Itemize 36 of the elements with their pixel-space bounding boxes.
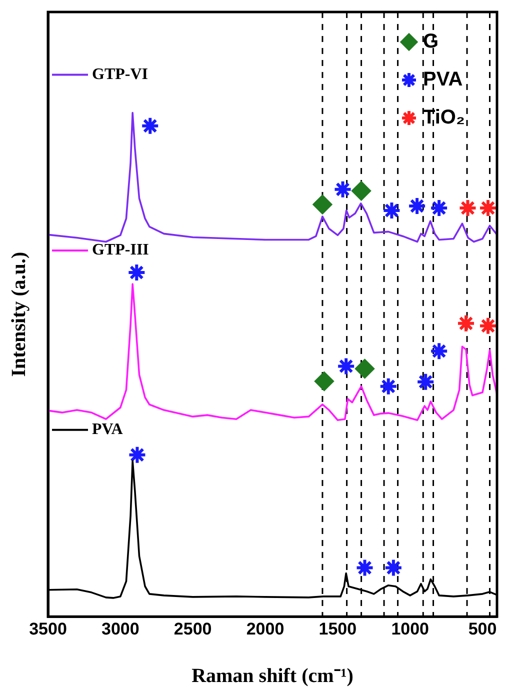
point xyxy=(416,372,436,392)
x-tick-label: 2000 xyxy=(246,619,284,638)
point xyxy=(333,180,352,199)
x-tick-label: 2500 xyxy=(174,619,212,638)
point xyxy=(478,316,497,336)
x-tick-label: 1000 xyxy=(391,619,430,638)
point xyxy=(430,198,449,218)
point xyxy=(128,445,147,464)
legend-label: TiO₂ xyxy=(423,106,465,129)
point xyxy=(382,201,402,220)
x-axis-title: Raman shift (cm⁻¹) xyxy=(192,665,354,688)
point xyxy=(355,558,374,578)
point xyxy=(408,196,427,216)
point xyxy=(430,342,449,361)
point xyxy=(336,356,356,376)
point xyxy=(314,372,334,391)
point xyxy=(458,198,478,218)
point xyxy=(355,359,374,378)
legend-label: PVA xyxy=(423,68,463,91)
point xyxy=(378,376,398,396)
point xyxy=(312,194,332,214)
point xyxy=(127,262,146,282)
legend-label: GTP-VI xyxy=(92,66,148,83)
x-tick-label: 500 xyxy=(468,619,497,638)
legend-label: GTP-III xyxy=(92,242,149,259)
legend-label: PVA xyxy=(92,421,124,438)
point xyxy=(384,558,403,578)
point xyxy=(478,198,497,218)
x-tick-label: 1500 xyxy=(318,619,357,638)
point xyxy=(456,314,476,333)
x-tick-label: 3000 xyxy=(102,619,140,638)
point xyxy=(352,181,371,200)
point xyxy=(140,116,160,136)
x-tick-label: 3500 xyxy=(29,619,67,638)
legend-label: G xyxy=(423,30,439,53)
y-axis-title: Intensity (a.u.) xyxy=(8,252,30,377)
